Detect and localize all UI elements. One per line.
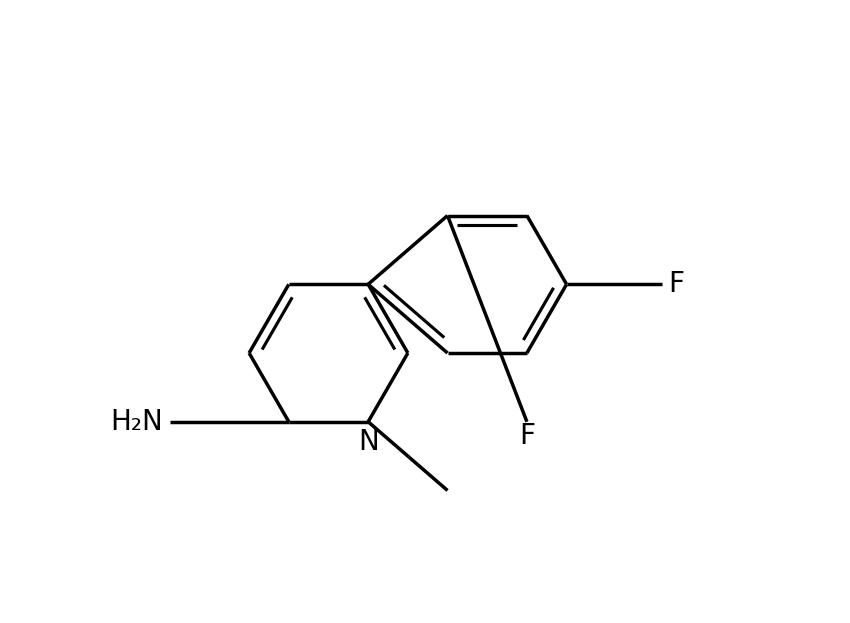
Text: F: F [668, 270, 684, 298]
Text: H₂N: H₂N [110, 408, 163, 435]
Text: N: N [358, 428, 378, 456]
Text: F: F [518, 422, 535, 450]
